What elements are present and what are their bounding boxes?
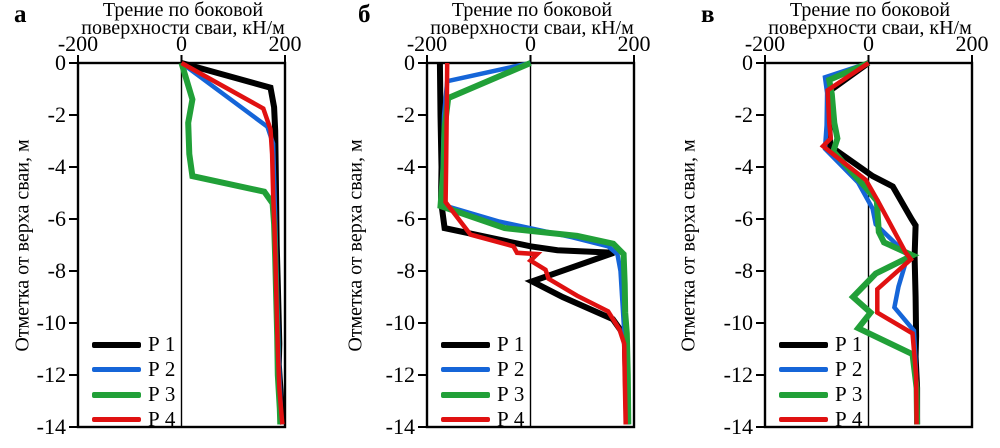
x-tick-label: 200 bbox=[618, 31, 651, 56]
x-axis-title-line1: Трение по боковой bbox=[789, 0, 951, 21]
y-tick-label: -10 bbox=[37, 310, 66, 335]
legend-item: Р 1 bbox=[92, 332, 175, 357]
legend-swatch-p1 bbox=[779, 341, 828, 348]
y-tick-label: -14 bbox=[386, 414, 415, 439]
y-tick-label: -6 bbox=[735, 206, 753, 231]
y-tick-label: -10 bbox=[386, 310, 415, 335]
y-tick-label: -6 bbox=[397, 206, 415, 231]
legend-item: Р 1 bbox=[441, 332, 524, 357]
x-axis-title: Трение по боковой поверхности сваи, кН/м bbox=[768, 0, 972, 39]
legend-swatch-p4 bbox=[92, 417, 141, 422]
legend-swatch-p3 bbox=[92, 391, 141, 398]
legend-swatch-p2 bbox=[441, 367, 490, 372]
y-tick-label: 0 bbox=[742, 50, 753, 75]
chart-panel-b: б Трение по боковой поверхности сваи, кН… bbox=[333, 0, 667, 448]
y-tick-label: -14 bbox=[37, 414, 66, 439]
y-tick-label: -4 bbox=[48, 154, 66, 179]
x-tick-label: -200 bbox=[745, 31, 785, 56]
y-tick-label: -14 bbox=[724, 414, 753, 439]
y-tick-label: -10 bbox=[724, 310, 753, 335]
y-tick-label: -12 bbox=[37, 362, 66, 387]
series-line-Р-4 bbox=[443, 62, 628, 425]
x-axis-title-line2: поверхности сваи, кН/м bbox=[430, 16, 634, 39]
x-tick-label: 0 bbox=[863, 31, 874, 56]
panel-label-a: а bbox=[14, 1, 27, 28]
y-tick-label: 0 bbox=[404, 50, 415, 75]
y-tick-label: -4 bbox=[397, 154, 415, 179]
panel-label-v: в bbox=[701, 1, 715, 28]
chart-panel-v: в Трение по боковой поверхности сваи, кН… bbox=[666, 0, 1000, 448]
x-tick-label: 200 bbox=[269, 31, 302, 56]
legend: Р 1 Р 2 Р 3 Р 4 bbox=[779, 332, 862, 432]
legend-item: Р 3 bbox=[441, 382, 524, 407]
y-tick-label: -8 bbox=[397, 258, 415, 283]
x-axis-title-line1: Трение по боковой bbox=[451, 0, 613, 21]
legend-item: Р 4 bbox=[779, 407, 862, 432]
y-tick-label: -8 bbox=[48, 258, 66, 283]
legend-item: Р 3 bbox=[92, 382, 175, 407]
legend-item: Р 2 bbox=[92, 357, 175, 382]
legend-item: Р 2 bbox=[779, 357, 862, 382]
legend-swatch-p1 bbox=[441, 341, 490, 348]
legend-item: Р 3 bbox=[779, 382, 862, 407]
x-tick-label: -200 bbox=[58, 31, 98, 56]
panel-label-b: б bbox=[358, 1, 371, 28]
legend-item: Р 4 bbox=[441, 407, 524, 432]
y-tick-label: 0 bbox=[55, 50, 66, 75]
y-tick-label: -12 bbox=[386, 362, 415, 387]
y-tick-label: -8 bbox=[735, 258, 753, 283]
x-tick-label: 200 bbox=[956, 31, 989, 56]
legend-item: Р 4 bbox=[92, 407, 175, 432]
x-axis-title: Трение по боковой поверхности сваи, кН/м bbox=[430, 0, 634, 39]
x-tick-label: -200 bbox=[407, 31, 447, 56]
y-tick-label: -4 bbox=[735, 154, 753, 179]
legend-swatch-p2 bbox=[92, 367, 141, 372]
series-line-Р-3 bbox=[825, 60, 921, 425]
legend-swatch-p1 bbox=[92, 341, 141, 348]
x-axis-title-line1: Трение по боковой bbox=[102, 0, 264, 21]
x-axis-title-line2: поверхности сваи, кН/м bbox=[81, 16, 285, 39]
x-axis-title-line2: поверхности сваи, кН/м bbox=[768, 16, 972, 39]
legend-item: Р 2 bbox=[441, 357, 524, 382]
series-line-Р-4 bbox=[180, 61, 285, 425]
legend-item: Р 1 bbox=[779, 332, 862, 357]
legend: Р 1 Р 2 Р 3 Р 4 bbox=[92, 332, 175, 432]
legend-swatch-p3 bbox=[779, 391, 828, 398]
series-line-Р-4 bbox=[819, 61, 919, 425]
legend: Р 1 Р 2 Р 3 Р 4 bbox=[441, 332, 524, 432]
y-tick-label: -6 bbox=[48, 206, 66, 231]
legend-swatch-p2 bbox=[779, 367, 828, 372]
legend-swatch-p3 bbox=[441, 391, 490, 398]
chart-panel-a: а Трение по боковой поверхности сваи, кН… bbox=[0, 0, 334, 448]
x-tick-label: 0 bbox=[176, 31, 187, 56]
y-tick-label: -12 bbox=[724, 362, 753, 387]
y-tick-label: -2 bbox=[735, 102, 753, 127]
legend-swatch-p4 bbox=[779, 417, 828, 422]
y-tick-label: -2 bbox=[48, 102, 66, 127]
x-axis-title: Трение по боковой поверхности сваи, кН/м bbox=[81, 0, 285, 39]
y-tick-label: -2 bbox=[397, 102, 415, 127]
legend-swatch-p4 bbox=[441, 417, 490, 422]
x-tick-label: 0 bbox=[525, 31, 536, 56]
